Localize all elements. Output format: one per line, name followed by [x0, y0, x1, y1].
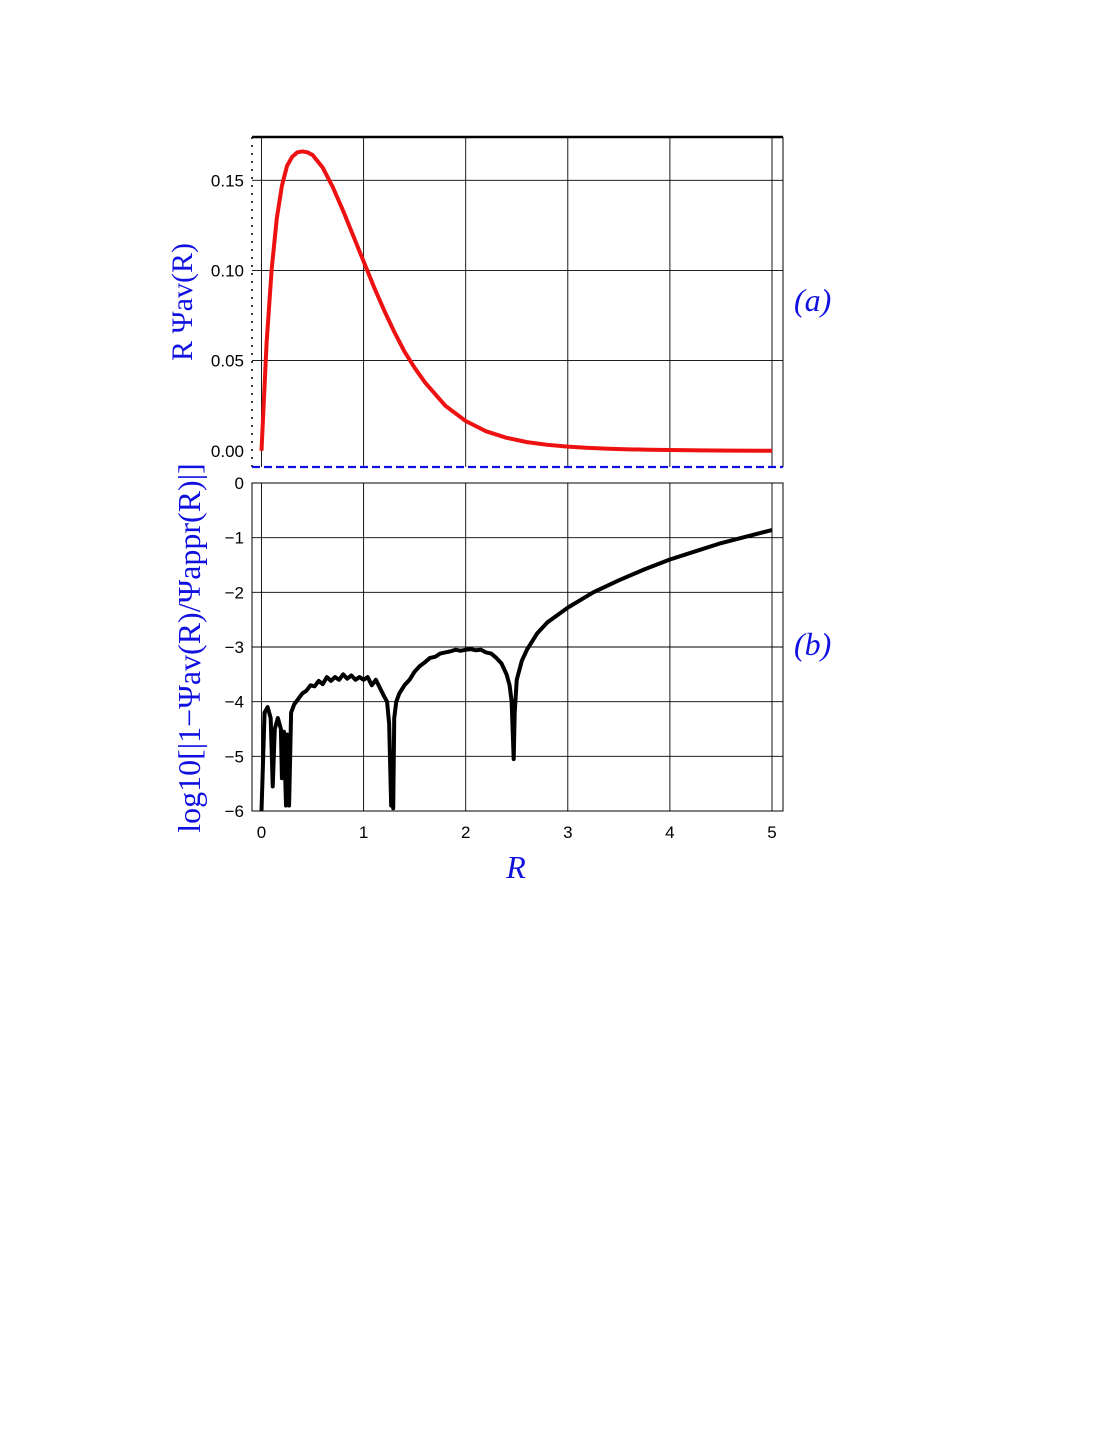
x-tick-label: 5: [767, 823, 776, 842]
panel-a-y-tick-label: 0.00: [211, 442, 244, 461]
panel-a-grid: [252, 137, 783, 467]
panel-a-ticks: 0.00 0.05 0.10 0.15: [211, 171, 244, 460]
panel-b-ticks: 0 1 2 3 4 5 0 −1 −2 −3 −4 −5 −6: [225, 474, 777, 842]
panel-a-y-tick-label: 0.10: [211, 261, 244, 280]
panel-b-series-curve: [259, 528, 773, 812]
panel-b-label: (b): [794, 626, 831, 662]
panel-a-label: (a): [794, 282, 831, 318]
panel-b: 0 1 2 3 4 5 0 −1 −2 −3 −4 −5 −6 log10[|1−Ψav(R)/Ψapp…: [171, 463, 831, 885]
panel-b-y-axis-label: log10[|1−Ψav(R)/Ψappr(R)|]: [171, 463, 207, 833]
panel-b-y-tick-label: −3: [225, 638, 244, 657]
panel-b-y-tick-label: −4: [225, 693, 244, 712]
x-tick-label: 1: [359, 823, 368, 842]
panel-a-y-axis-label: R Ψav(R): [166, 243, 199, 361]
panel-b-y-tick-label: −2: [225, 583, 244, 602]
panel-a-y-tick-label: 0.15: [211, 171, 244, 190]
panel-b-y-tick-label: −1: [225, 529, 244, 548]
panel-b-y-tick-label: 0: [235, 474, 244, 493]
panel-b-y-tick-label: −5: [225, 747, 244, 766]
x-tick-label: 3: [563, 823, 572, 842]
x-tick-label: 4: [665, 823, 674, 842]
panel-a-series-curve: [259, 149, 773, 453]
panel-b-grid: [252, 483, 783, 811]
x-axis-label: R: [505, 849, 526, 885]
panel-b-frame: [251, 482, 784, 812]
x-tick-label: 0: [257, 823, 266, 842]
panel-a-y-tick-label: 0.05: [211, 352, 244, 371]
panel-a: 0.00 0.05 0.10 0.15 R Ψav(R) (a): [166, 135, 831, 469]
x-tick-label: 2: [461, 823, 470, 842]
panel-b-y-tick-label: −6: [225, 802, 244, 821]
